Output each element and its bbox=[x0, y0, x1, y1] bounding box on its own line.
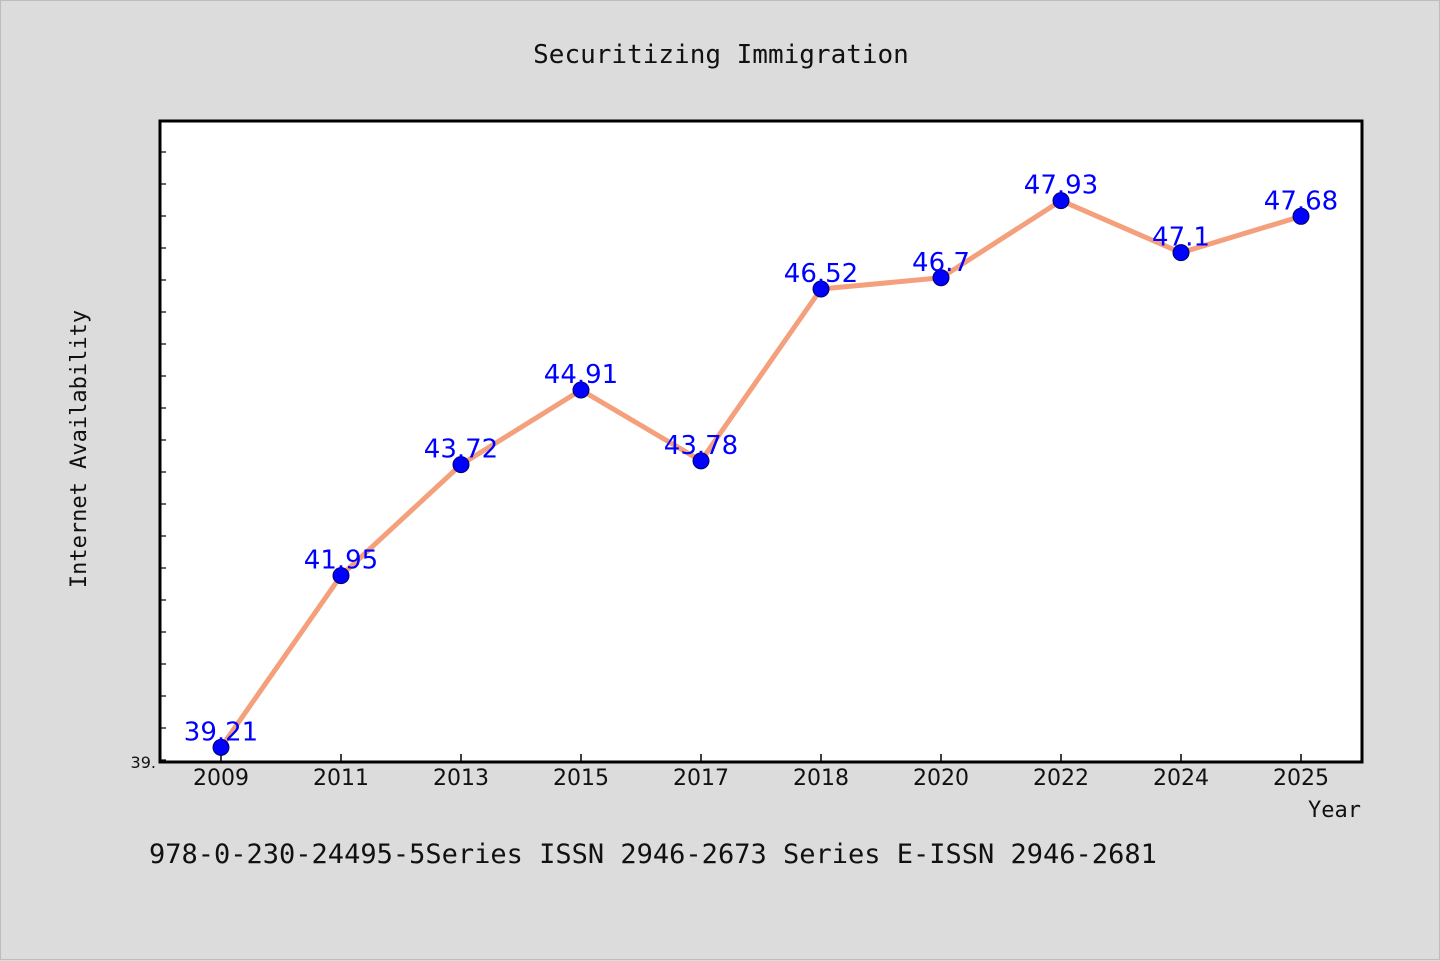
x-axis-label: Year bbox=[1308, 798, 1361, 823]
plot-area bbox=[158, 119, 1364, 764]
data-label: 41.95 bbox=[304, 546, 378, 576]
data-label: 44.91 bbox=[544, 360, 618, 390]
data-label: 43.72 bbox=[424, 435, 498, 465]
data-point bbox=[1292, 207, 1310, 225]
x-tick-label: 2022 bbox=[1033, 766, 1089, 791]
x-tick-label: 2017 bbox=[673, 766, 729, 791]
y-tick-label: 39. bbox=[131, 753, 156, 772]
data-point bbox=[812, 280, 830, 298]
x-axis: 2009 2011 2013 2015 2017 2018 2020 2022 2024 2025 bbox=[193, 754, 1329, 791]
data-label: 47.68 bbox=[1264, 186, 1338, 216]
y-axis-label: Internet Availability bbox=[67, 310, 92, 588]
x-tick-label: 2024 bbox=[1153, 766, 1209, 791]
x-tick-label: 2018 bbox=[793, 766, 849, 791]
x-tick-label: 2025 bbox=[1273, 766, 1329, 791]
data-point bbox=[452, 456, 470, 474]
data-label: 39.21 bbox=[184, 717, 258, 747]
data-point bbox=[1172, 244, 1190, 262]
data-label: 46.7 bbox=[912, 248, 970, 278]
data-point bbox=[1052, 192, 1070, 210]
data-label: 43.78 bbox=[664, 431, 738, 461]
data-point bbox=[332, 567, 350, 585]
x-tick-label: 2020 bbox=[913, 766, 969, 791]
data-label: 47.1 bbox=[1152, 223, 1210, 253]
x-tick-label: 2015 bbox=[553, 766, 609, 791]
data-label: 47.93 bbox=[1024, 171, 1098, 201]
data-point bbox=[572, 381, 590, 399]
data-point bbox=[932, 269, 950, 287]
chart-title: Securitizing Immigration bbox=[533, 40, 909, 70]
x-tick-label: 2013 bbox=[433, 766, 489, 791]
x-tick-label: 2009 bbox=[193, 766, 249, 791]
series-line bbox=[218, 198, 1304, 750]
data-point bbox=[692, 452, 710, 470]
y-axis-ticks bbox=[160, 151, 166, 761]
x-tick-label: 2011 bbox=[313, 766, 369, 791]
data-labels: 39.21 41.95 43.72 44.91 43.78 46.52 46.7 47.93 4… bbox=[184, 171, 1338, 748]
data-point bbox=[212, 738, 230, 756]
series-markers bbox=[212, 192, 1310, 756]
data-label: 46.52 bbox=[784, 259, 858, 289]
footer-text: 978-0-230-24495-5Series ISSN 2946-2673 S… bbox=[149, 839, 1157, 870]
